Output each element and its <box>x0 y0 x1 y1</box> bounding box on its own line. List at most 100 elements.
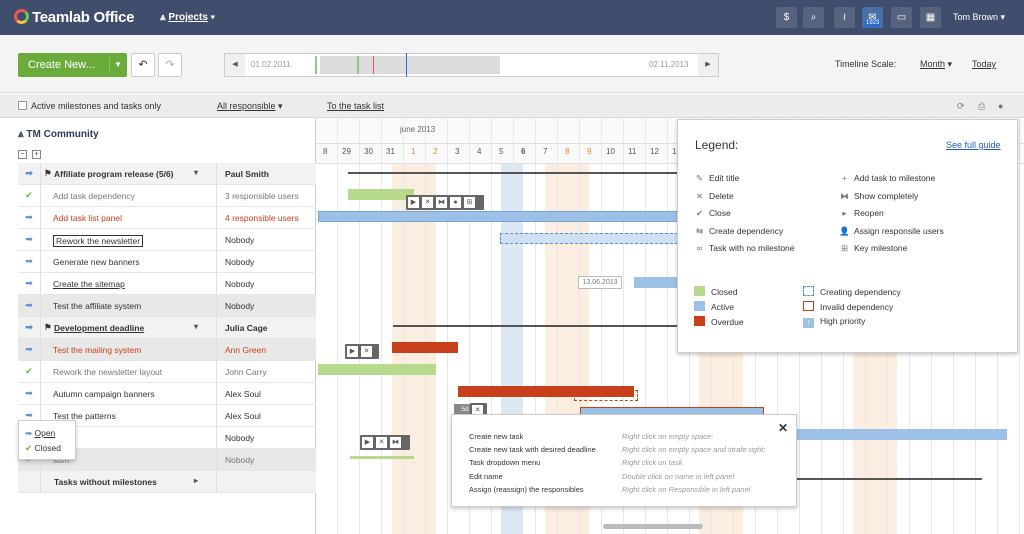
menu-item-open[interactable]: ➡ Open <box>25 428 55 439</box>
task-row[interactable]: ➡ Test the patterns Alex Soul <box>18 405 316 427</box>
delete-icon[interactable]: ✕ <box>361 346 372 357</box>
responsible[interactable]: Alex Soul <box>225 411 261 421</box>
timeline-selection[interactable] <box>320 56 500 74</box>
dependency-bar[interactable] <box>500 233 678 244</box>
milestone-row[interactable]: Tasks without milestones ▸ <box>18 471 316 493</box>
responsible[interactable]: Nobody <box>225 433 255 443</box>
undo-button[interactable]: ↶ <box>131 53 155 77</box>
reopen-icon[interactable]: ▶ <box>408 197 419 208</box>
task-name[interactable]: Rework the newsletter <box>53 235 144 247</box>
open-status-icon[interactable]: ➡ <box>18 207 41 228</box>
horizontal-scrollbar[interactable] <box>603 524 703 529</box>
chevron-down-icon[interactable]: ▸ <box>194 476 199 485</box>
assign-user-icon[interactable]: ● <box>450 197 461 208</box>
task-name[interactable]: Test the patterns <box>53 411 116 421</box>
responsible[interactable]: Nobody <box>225 235 255 245</box>
task-name[interactable]: sum <box>53 455 70 465</box>
responsible[interactable]: Nobody <box>225 279 255 289</box>
chat-icon[interactable]: ▭ <box>891 7 912 28</box>
open-status-icon[interactable]: ➡ <box>18 295 41 316</box>
status-icon[interactable] <box>18 471 41 492</box>
task-row[interactable]: ✔ Add task dependency 3 responsible users <box>18 185 316 207</box>
timeline-next-icon[interactable]: ▶ <box>698 54 718 76</box>
refresh-icon[interactable]: ⟳ <box>957 101 965 111</box>
task-bar-closed[interactable] <box>348 189 414 200</box>
milestone-bar[interactable] <box>797 478 982 480</box>
feed-icon[interactable]: ≀ <box>834 7 855 28</box>
menu-item-closed[interactable]: ✔ Closed <box>25 443 61 454</box>
no-milestone-icon[interactable]: ⊞ <box>464 197 475 208</box>
delete-icon[interactable]: ✕ <box>422 197 433 208</box>
search-icon[interactable]: ⌕ <box>803 7 824 28</box>
open-status-icon[interactable]: ➡ <box>18 163 41 184</box>
currency-icon[interactable]: $ <box>776 7 797 28</box>
chevron-down-icon[interactable]: ▼ <box>114 60 122 69</box>
responsible[interactable]: John Carry <box>225 367 267 377</box>
responsible[interactable]: Julia Cage <box>225 323 268 333</box>
task-bar-overdue[interactable] <box>392 342 458 353</box>
task-row[interactable]: ➡ Generate new banners Nobody <box>18 251 316 273</box>
task-name[interactable]: Autumn campaign banners <box>53 389 155 399</box>
open-status-icon[interactable]: ➡ <box>18 317 41 338</box>
task-bar-overdue[interactable] <box>458 386 634 397</box>
projects-menu[interactable]: ⩓ Projects ▾ <box>160 12 215 23</box>
show-completely-icon[interactable]: ⧓ <box>390 437 401 448</box>
task-row[interactable]: ➡ Rework the newsletter Nobody <box>18 229 316 251</box>
print-icon[interactable]: ⎙ <box>978 101 986 111</box>
collapse-all-icon[interactable]: − <box>18 150 27 159</box>
closed-status-icon[interactable]: ✔ <box>18 361 41 382</box>
timeline-handle[interactable] <box>406 53 407 77</box>
task-name[interactable]: Development deadline <box>54 323 145 333</box>
responsible[interactable]: Nobody <box>225 455 255 465</box>
open-status-icon[interactable]: ➡ <box>18 383 41 404</box>
open-status-icon[interactable]: ➡ <box>18 273 41 294</box>
task-row[interactable]: ➡ Test the mailing system Ann Green <box>18 339 316 361</box>
task-toolbox[interactable]: ▶ ✕ ⧓ ● ⊞ <box>406 195 484 210</box>
responsible-filter[interactable]: All responsible ▾ <box>217 101 283 111</box>
chevron-down-icon[interactable]: ▾ <box>194 168 199 177</box>
full-guide-link[interactable]: See full guide <box>946 140 1001 150</box>
responsible[interactable]: 4 responsible users <box>225 213 299 223</box>
open-status-icon[interactable]: ➡ <box>18 251 41 272</box>
task-name[interactable]: Affiliate program release (5/6) <box>54 169 174 179</box>
responsible[interactable]: 3 responsible users <box>225 191 299 201</box>
active-only-checkbox[interactable] <box>18 101 27 110</box>
task-name[interactable]: Rework the newsletter layout <box>53 367 163 377</box>
closed-status-icon[interactable]: ✔ <box>18 185 41 206</box>
expand-all-icon[interactable]: + <box>32 150 41 159</box>
milestone-row[interactable]: ➡ Development deadline ⚑ ▾ Julia Cage <box>18 317 316 339</box>
responsible[interactable]: Nobody <box>225 257 255 267</box>
task-list-link[interactable]: To the task list <box>327 101 385 111</box>
task-row[interactable]: ✔ Rework the newsletter layout John Carry <box>18 361 316 383</box>
today-button[interactable]: Today <box>972 59 997 69</box>
task-row[interactable]: ➡ Create the sitemap Nobody <box>18 273 316 295</box>
calendar-icon[interactable]: ▦ <box>920 7 941 28</box>
task-row[interactable]: ➡ Add task list panel 4 responsible users <box>18 207 316 229</box>
task-name[interactable]: Test the mailing system <box>53 345 142 355</box>
task-name[interactable]: Add task dependency <box>53 191 135 201</box>
task-bar-closed[interactable] <box>318 364 436 375</box>
task-bar-active[interactable] <box>634 277 678 288</box>
timeline-scale-select[interactable]: Month ▾ <box>920 59 953 69</box>
help-icon[interactable]: ● <box>998 101 1004 111</box>
show-completely-icon[interactable]: ⧓ <box>436 197 447 208</box>
timeline-slider[interactable]: ◀ 01.02.2011 02.11.2013 ▶ <box>224 53 719 77</box>
mail-icon[interactable]: ✉ 1923 <box>862 7 883 28</box>
responsible[interactable]: Ann Green <box>225 345 267 355</box>
responsible[interactable]: Alex Soul <box>225 389 261 399</box>
app-logo[interactable]: Teamlab Office <box>14 9 135 26</box>
task-name[interactable]: Generate new banners <box>53 257 140 267</box>
task-bar-active[interactable] <box>318 211 678 222</box>
milestone-row[interactable]: ➡ Affiliate program release (5/6) ⚑ ▾ Paul S… <box>18 163 316 185</box>
user-menu[interactable]: Tom Brown ▾ <box>953 12 1006 22</box>
delete-icon[interactable]: ✕ <box>472 405 483 416</box>
open-status-icon[interactable]: ➡ <box>18 339 41 360</box>
task-bar-active[interactable] <box>797 429 1007 440</box>
close-icon[interactable]: ✕ <box>778 421 789 435</box>
task-row[interactable]: ➡ Autumn campaign banners Alex Soul <box>18 383 316 405</box>
milestone-bar[interactable] <box>348 172 678 174</box>
task-name[interactable]: Add task list panel <box>53 213 122 223</box>
responsible[interactable]: Paul Smith <box>225 169 269 179</box>
task-toolbox[interactable]: ▶ ✕ ⧓ <box>360 435 410 450</box>
create-new-button[interactable]: Create New... ▼ <box>18 53 127 77</box>
